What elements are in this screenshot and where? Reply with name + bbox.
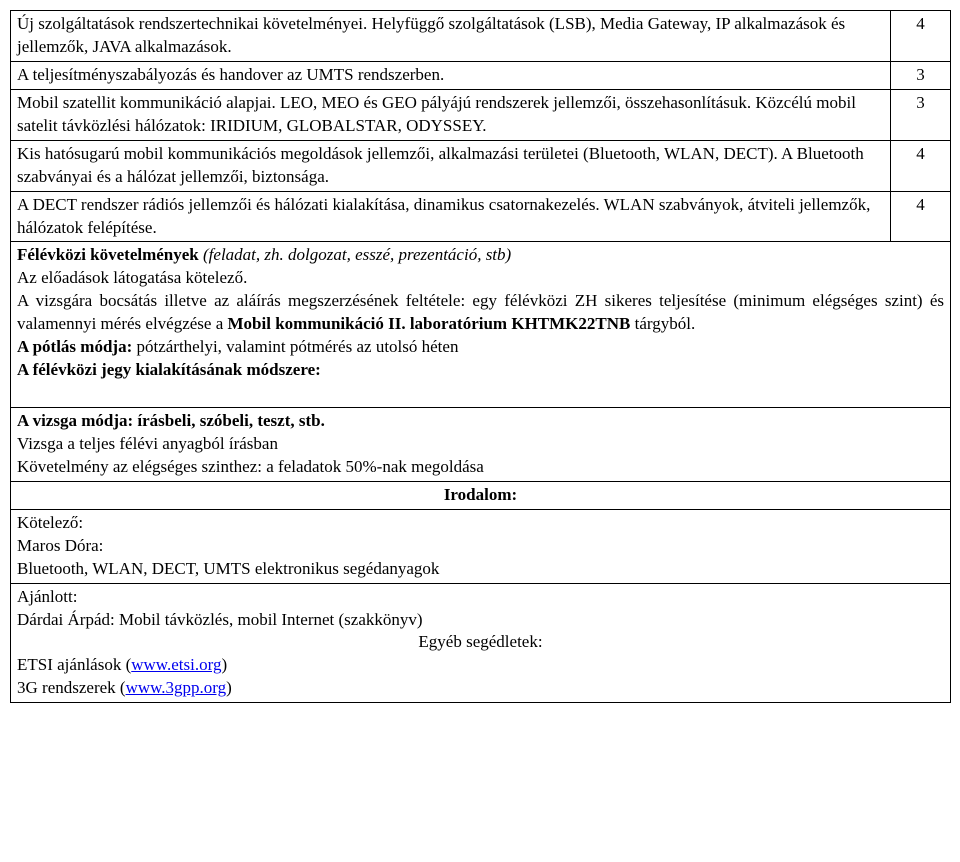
lit-mandatory-label: Kötelező:: [17, 512, 944, 535]
literature-recommended-row: Ajánlott: Dárdai Árpád: Mobil távközlés,…: [11, 583, 951, 703]
lit-text: ): [221, 655, 227, 674]
hours-cell: 4: [891, 11, 951, 62]
req-line: Az előadások látogatása kötelező.: [17, 267, 944, 290]
req-grade-method: A félévközi jegy kialakításának módszere…: [17, 359, 944, 382]
lit-text: ): [226, 678, 232, 697]
hours-cell: 4: [891, 191, 951, 242]
literature-recommended-cell: Ajánlott: Dárdai Árpád: Mobil távközlés,…: [11, 583, 951, 703]
table-row: A DECT rendszer rádiós jellemzői és háló…: [11, 191, 951, 242]
lit-text: ETSI ajánlások (: [17, 655, 131, 674]
req-para-post: tárgyból.: [630, 314, 695, 333]
req-para-bold: Mobil kommunikáció II. laboratórium KHTM…: [228, 314, 631, 333]
lit-line: Maros Dóra:: [17, 535, 944, 558]
req-makeup-label: A pótlás módja:: [17, 337, 132, 356]
etsi-link[interactable]: www.etsi.org: [131, 655, 221, 674]
literature-heading: Irodalom:: [11, 481, 951, 509]
requirements-cell: Félévközi követelmények (feladat, zh. do…: [11, 242, 951, 408]
lit-recommended-label: Ajánlott:: [17, 586, 944, 609]
exam-cell: A vizsga módja: írásbeli, szóbeli, teszt…: [11, 408, 951, 482]
literature-mandatory-row: Kötelező: Maros Dóra: Bluetooth, WLAN, D…: [11, 509, 951, 583]
hours-cell: 3: [891, 61, 951, 89]
lit-text: 3G rendszerek (: [17, 678, 126, 697]
table-row: Mobil szatellit kommunikáció alapjai. LE…: [11, 89, 951, 140]
requirements-row: Félévközi követelmények (feladat, zh. do…: [11, 242, 951, 408]
table-row: Kis hatósugarú mobil kommunikációs megol…: [11, 140, 951, 191]
req-title-detail: (feladat, zh. dolgozat, esszé, prezentác…: [203, 245, 511, 264]
literature-heading-row: Irodalom:: [11, 481, 951, 509]
req-title: Félévközi követelmények: [17, 245, 203, 264]
exam-line: Követelmény az elégséges szinthez: a fel…: [17, 456, 944, 479]
topic-cell: Mobil szatellit kommunikáció alapjai. LE…: [11, 89, 891, 140]
exam-title: A vizsga módja: írásbeli, szóbeli, teszt…: [17, 410, 944, 433]
req-makeup-text: pótzárthelyi, valamint pótmérés az utols…: [132, 337, 458, 356]
literature-mandatory-cell: Kötelező: Maros Dóra: Bluetooth, WLAN, D…: [11, 509, 951, 583]
course-table: Új szolgáltatások rendszertechnikai köve…: [10, 10, 951, 703]
lit-line: Dárdai Árpád: Mobil távközlés, mobil Int…: [17, 609, 944, 632]
table-row: Új szolgáltatások rendszertechnikai köve…: [11, 11, 951, 62]
exam-line: Vizsga a teljes félévi anyagból írásban: [17, 433, 944, 456]
hours-cell: 4: [891, 140, 951, 191]
topic-cell: Kis hatósugarú mobil kommunikációs megol…: [11, 140, 891, 191]
req-line: Félévközi követelmények (feladat, zh. do…: [17, 244, 944, 267]
lit-line: 3G rendszerek (www.3gpp.org): [17, 677, 944, 700]
topic-cell: A teljesítményszabályozás és handover az…: [11, 61, 891, 89]
hours-cell: 3: [891, 89, 951, 140]
topic-cell: A DECT rendszer rádiós jellemzői és háló…: [11, 191, 891, 242]
req-line: A pótlás módja: pótzárthelyi, valamint p…: [17, 336, 944, 359]
lit-line: ETSI ajánlások (www.etsi.org): [17, 654, 944, 677]
req-paragraph: A vizsgára bocsátás illetve az aláírás m…: [17, 290, 944, 336]
topic-cell: Új szolgáltatások rendszertechnikai köve…: [11, 11, 891, 62]
lit-line: Bluetooth, WLAN, DECT, UMTS elektronikus…: [17, 558, 944, 581]
3gpp-link[interactable]: www.3gpp.org: [126, 678, 227, 697]
exam-row: A vizsga módja: írásbeli, szóbeli, teszt…: [11, 408, 951, 482]
lit-other-heading: Egyéb segédletek:: [17, 631, 944, 654]
table-row: A teljesítményszabályozás és handover az…: [11, 61, 951, 89]
